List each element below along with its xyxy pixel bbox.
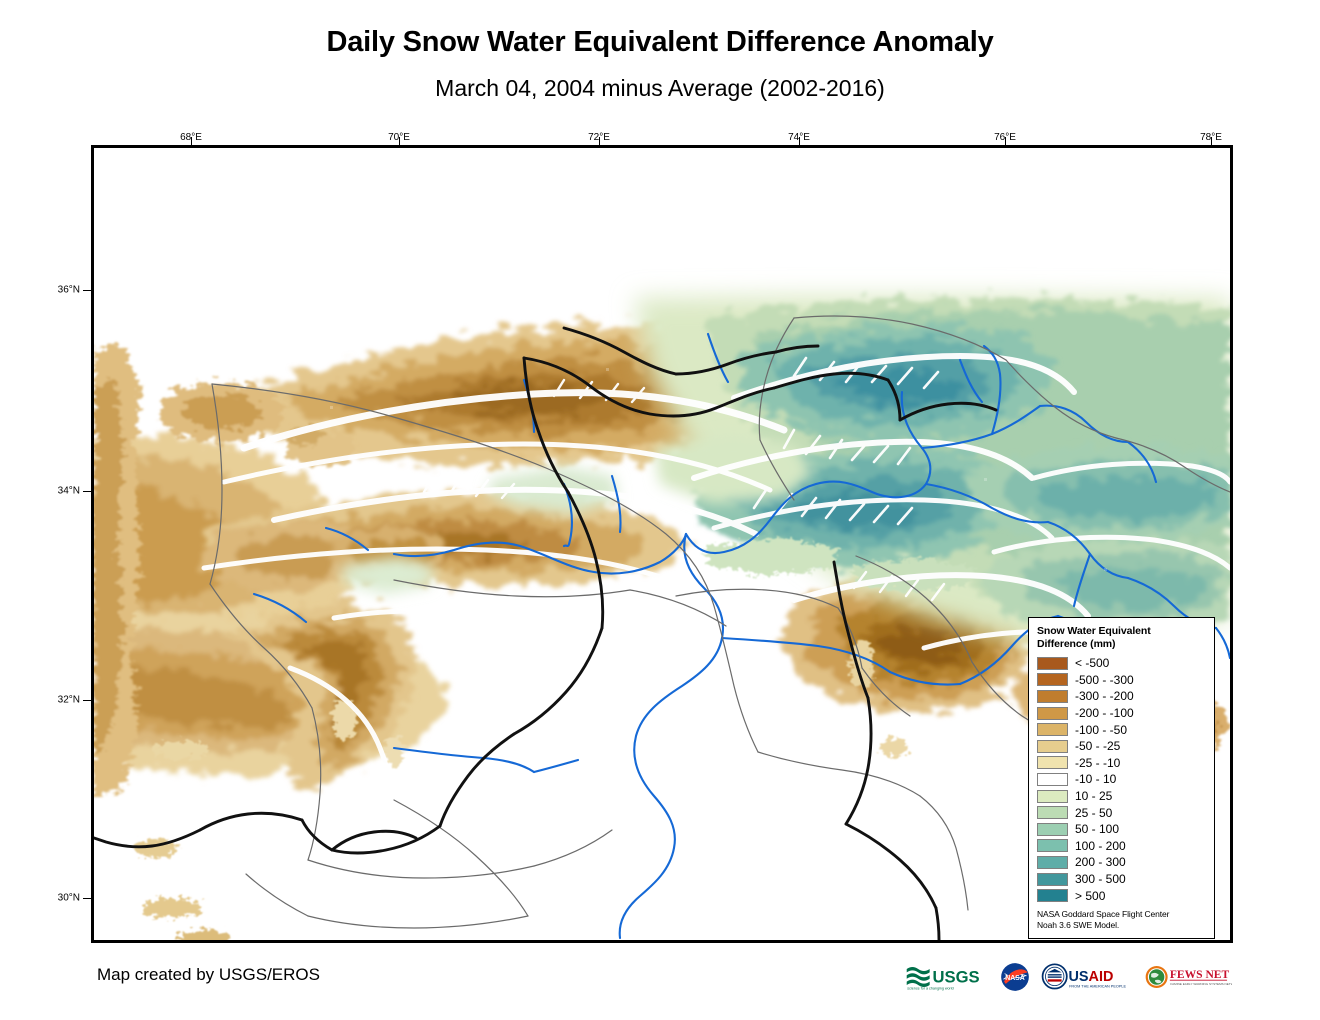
title-block: Daily Snow Water Equivalent Difference A… — [0, 0, 1320, 102]
legend-label: > 500 — [1075, 888, 1106, 903]
page-title: Daily Snow Water Equivalent Difference A… — [326, 26, 994, 58]
legend-label: -300 - -200 — [1075, 689, 1134, 704]
legend-label: 50 - 100 — [1075, 822, 1120, 837]
legend-swatch — [1037, 822, 1068, 836]
legend-swatch — [1037, 872, 1068, 886]
legend-swatch — [1037, 689, 1068, 703]
lon-tick-mark-2 — [599, 137, 600, 145]
usaid-logo: USAID FROM THE AMERICAN PEOPLE — [1040, 962, 1134, 992]
lat-tick-mark-2 — [83, 700, 91, 701]
svg-text:science for a changing world: science for a changing world — [907, 987, 953, 991]
legend-swatch — [1037, 723, 1068, 737]
legend-row: -100 - -50 — [1037, 721, 1208, 738]
fewsnet-logo: FEWS NET FAMINE EARLY WARNING SYSTEMS NE… — [1144, 962, 1232, 992]
legend-label: -10 - 10 — [1075, 772, 1117, 787]
svg-text:USAID: USAID — [1069, 969, 1114, 985]
lat-tick-label-2: 32°N — [57, 694, 80, 706]
legend-label: -25 - -10 — [1075, 755, 1121, 770]
lon-tick-mark-4 — [1005, 137, 1006, 145]
legend-label: 300 - 500 — [1075, 872, 1126, 887]
legend-row: -50 - -25 — [1037, 738, 1208, 755]
lon-tick-mark-1 — [399, 137, 400, 145]
lat-tick-mark-1 — [83, 491, 91, 492]
legend-swatch — [1037, 656, 1068, 670]
legend-row: 25 - 50 — [1037, 804, 1208, 821]
lat-tick-label-1: 34°N — [57, 485, 80, 497]
legend-label: 10 - 25 — [1075, 789, 1113, 804]
legend-swatch — [1037, 739, 1068, 753]
lat-tick-mark-0 — [83, 290, 91, 291]
page-subtitle: March 04, 2004 minus Average (2002-2016) — [435, 75, 885, 101]
legend-swatch — [1037, 706, 1068, 720]
legend-swatch — [1037, 673, 1068, 687]
svg-text:FROM THE AMERICAN PEOPLE: FROM THE AMERICAN PEOPLE — [1069, 984, 1126, 988]
legend-swatch — [1037, 756, 1068, 770]
lat-tick-mark-3 — [83, 898, 91, 899]
svg-text:NASA: NASA — [1005, 975, 1025, 982]
legend-label: -500 - -300 — [1075, 672, 1134, 687]
legend-row: > 500 — [1037, 887, 1208, 904]
legend-swatch — [1037, 839, 1068, 853]
lon-tick-mark-0 — [191, 137, 192, 145]
lon-tick-mark-5 — [1211, 137, 1212, 145]
legend-row: 50 - 100 — [1037, 821, 1208, 838]
lat-tick-label-3: 30°N — [57, 892, 80, 904]
legend-row: 10 - 25 — [1037, 788, 1208, 805]
legend-label: 200 - 300 — [1075, 855, 1126, 870]
legend-row: -300 - -200 — [1037, 688, 1208, 705]
legend-label: 100 - 200 — [1075, 838, 1126, 853]
map-credit: Map created by USGS/EROS — [97, 965, 320, 984]
legend-row: < -500 — [1037, 655, 1208, 672]
legend-rows: < -500 -500 - -300 -300 - -200 -200 - -100-… — [1037, 655, 1208, 904]
legend-label: -100 - -50 — [1075, 722, 1128, 737]
svg-text:FAMINE EARLY WARNING SYSTEMS N: FAMINE EARLY WARNING SYSTEMS NETWORK — [1170, 982, 1232, 986]
nasa-logo: NASA — [1001, 963, 1029, 991]
legend-swatch — [1037, 855, 1068, 869]
legend-row: -10 - 10 — [1037, 771, 1208, 788]
legend-swatch — [1037, 889, 1068, 903]
lon-tick-mark-3 — [799, 137, 800, 145]
legend-title-line1: Snow Water Equivalent — [1037, 625, 1151, 637]
legend-note-line1: NASA Goddard Space Flight Center — [1037, 908, 1170, 919]
legend-label: < -500 — [1075, 656, 1110, 671]
legend-row: 100 - 200 — [1037, 838, 1208, 855]
country-boundaries — [94, 326, 998, 940]
legend-row: 200 - 300 — [1037, 854, 1208, 871]
legend-label: 25 - 50 — [1075, 805, 1113, 820]
map-legend: Snow Water Equivalent Difference (mm) < … — [1028, 617, 1215, 939]
lat-tick-label-0: 36°N — [57, 284, 80, 296]
legend-title: Snow Water Equivalent Difference (mm) — [1037, 625, 1208, 651]
svg-text:FEWS NET: FEWS NET — [1170, 969, 1230, 981]
usgs-logo: USGS science for a changing world — [905, 962, 991, 992]
legend-swatch — [1037, 772, 1068, 786]
legend-label: -50 - -25 — [1075, 739, 1121, 754]
agency-logos: USGS science for a changing world NASA U… — [905, 961, 1232, 993]
legend-row: 300 - 500 — [1037, 871, 1208, 888]
legend-swatch — [1037, 806, 1068, 820]
svg-text:USGS: USGS — [933, 968, 980, 987]
legend-label: -200 - -100 — [1075, 706, 1134, 721]
legend-row: -25 - -10 — [1037, 755, 1208, 772]
legend-source-note: NASA Goddard Space Flight Center Noah 3.… — [1037, 909, 1208, 931]
admin-boundaries — [209, 315, 1230, 929]
legend-row: -200 - -100 — [1037, 705, 1208, 722]
legend-note-line2: Noah 3.6 SWE Model. — [1037, 919, 1120, 930]
legend-row: -500 - -300 — [1037, 672, 1208, 689]
legend-swatch — [1037, 789, 1068, 803]
legend-title-line2: Difference (mm) — [1037, 638, 1116, 650]
